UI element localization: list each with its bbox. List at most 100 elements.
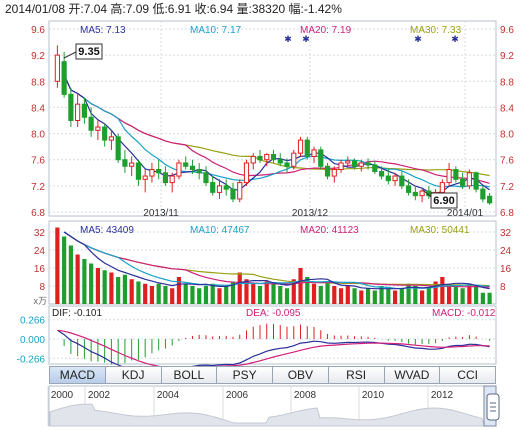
candle-body bbox=[338, 162, 344, 171]
tab-psy[interactable]: PSY bbox=[217, 367, 273, 383]
indicator-tabs: MACD KDJ BOLL PSY OBV RSI WVAD CCI bbox=[49, 366, 496, 384]
macd-tick: -0.266 bbox=[17, 354, 46, 365]
candle-body bbox=[210, 182, 216, 193]
price-tick-right: 8.8 bbox=[500, 77, 514, 88]
macd-label: MACD: -0.012 bbox=[432, 308, 496, 319]
candle-body bbox=[378, 170, 385, 177]
volume-tick-right: 32 bbox=[500, 228, 512, 239]
volume-bar bbox=[197, 288, 202, 304]
timeline-year-label: 2012 bbox=[431, 390, 454, 401]
volume-bar bbox=[426, 288, 431, 304]
tab-wvad[interactable]: WVAD bbox=[384, 367, 441, 383]
candle-body bbox=[318, 149, 324, 167]
volume-bar bbox=[433, 281, 438, 304]
candle-body bbox=[284, 162, 290, 167]
candle-body bbox=[473, 172, 479, 190]
candle-body bbox=[446, 169, 452, 184]
candle-body bbox=[291, 152, 297, 167]
volume-tick-left: 16 bbox=[34, 264, 46, 275]
volume-bar bbox=[224, 286, 229, 304]
candle-body bbox=[264, 153, 270, 161]
price-tick-left: 8.8 bbox=[31, 77, 45, 88]
price-tick-left: 9.6 bbox=[31, 25, 45, 36]
price-x-axis: 2013/11 2013/12 2014/01 bbox=[143, 208, 483, 219]
candle-body bbox=[277, 159, 283, 164]
tab-rsi[interactable]: RSI bbox=[328, 367, 385, 383]
timeline-history-area bbox=[49, 403, 485, 427]
volume-bar bbox=[419, 290, 425, 304]
volume-bar bbox=[447, 283, 452, 304]
volume-bar bbox=[271, 283, 276, 304]
tab-cci[interactable]: CCI bbox=[440, 367, 495, 383]
candle-body bbox=[466, 172, 472, 187]
timeline-drag-handle[interactable] bbox=[486, 393, 500, 421]
price-ma-label: MA20: 7.19 bbox=[300, 25, 352, 36]
price-ma-label: MA10: 7.17 bbox=[190, 25, 242, 36]
price-ma-legend: MA5: 7.13 MA10: 7.17 MA20: 7.19 MA30: 7.33 bbox=[80, 25, 462, 36]
min-callout-pointer bbox=[422, 189, 432, 198]
candle-body bbox=[405, 185, 412, 193]
candle-body bbox=[95, 126, 101, 131]
volume-bar bbox=[116, 277, 121, 304]
event-marker-icon[interactable]: ✱ bbox=[451, 34, 459, 44]
volume-bar bbox=[487, 292, 492, 304]
candle-body bbox=[115, 136, 121, 161]
price-tick-right: 8.0 bbox=[500, 130, 514, 141]
candle-body bbox=[311, 149, 317, 157]
volume-bar bbox=[237, 272, 242, 304]
volume-tick-left: 32 bbox=[34, 228, 46, 239]
tab-macd[interactable]: MACD bbox=[50, 367, 106, 383]
price-ma-label: MA30: 7.33 bbox=[410, 25, 462, 36]
price-tick-right: 9.2 bbox=[500, 51, 514, 62]
candle-body bbox=[68, 93, 74, 121]
price-tick-right: 7.6 bbox=[500, 156, 514, 167]
volume-bar bbox=[413, 286, 418, 304]
volume-tick-right: 16 bbox=[500, 264, 512, 275]
tab-boll[interactable]: BOLL bbox=[161, 367, 218, 383]
candle-body bbox=[142, 175, 148, 180]
candle-body bbox=[419, 190, 425, 197]
volume-bar bbox=[325, 281, 330, 304]
event-marker-icon[interactable]: ✱ bbox=[302, 34, 310, 44]
volume-tick-left: 24 bbox=[34, 246, 46, 257]
volume-grid bbox=[49, 231, 496, 287]
candle-body bbox=[385, 175, 391, 182]
volume-bar bbox=[190, 286, 195, 304]
candle-body bbox=[297, 139, 304, 154]
candle-body bbox=[372, 164, 378, 172]
timeline-year-label: 2002 bbox=[88, 390, 111, 401]
candle-body bbox=[129, 162, 135, 167]
price-tick-left: 6.8 bbox=[31, 208, 45, 219]
volume-bar bbox=[62, 236, 67, 304]
tab-obv[interactable]: OBV bbox=[273, 367, 329, 383]
candle-body bbox=[365, 162, 371, 166]
volume-bar bbox=[136, 281, 141, 304]
volume-bar bbox=[203, 286, 209, 304]
price-ma-label: MA5: 7.13 bbox=[80, 25, 126, 36]
tab-kdj[interactable]: KDJ bbox=[105, 367, 162, 383]
price-x-tick: 2014/01 bbox=[447, 208, 484, 219]
volume-bar bbox=[399, 288, 404, 304]
volume-bar bbox=[170, 288, 175, 304]
timeline-year-label: 2008 bbox=[294, 390, 317, 401]
macd-tick: 0.000 bbox=[20, 335, 45, 346]
volume-bar bbox=[453, 286, 458, 304]
volume-bar bbox=[338, 288, 344, 304]
volume-bar bbox=[95, 268, 100, 304]
candle-body bbox=[156, 169, 162, 174]
volume-bar bbox=[305, 277, 310, 304]
volume-ma-label: MA30: 50441 bbox=[410, 225, 470, 236]
candle-body bbox=[81, 103, 87, 118]
price-tick-right: 7.2 bbox=[500, 182, 514, 193]
macd-label: DIF: -0.101 bbox=[52, 308, 102, 319]
candle-body bbox=[230, 188, 236, 200]
candle-body bbox=[331, 169, 337, 177]
candle-body bbox=[122, 159, 128, 167]
volume-bar bbox=[210, 283, 215, 304]
min-price-callout: 6.90 bbox=[433, 195, 454, 207]
event-marker-icon[interactable]: ✱ bbox=[284, 34, 292, 44]
volume-bar bbox=[392, 290, 398, 304]
event-marker-icon[interactable]: ✱ bbox=[414, 34, 422, 44]
candle-body bbox=[412, 191, 418, 197]
price-x-tick: 2013/11 bbox=[143, 208, 179, 219]
